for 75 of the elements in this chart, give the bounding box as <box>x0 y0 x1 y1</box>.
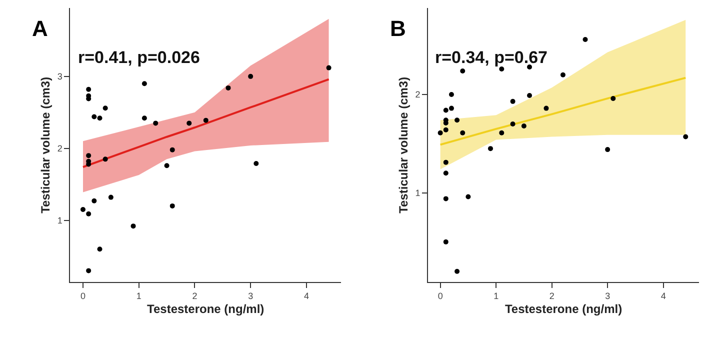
point <box>610 96 616 101</box>
x-tick-label: 0 <box>80 291 86 301</box>
x-tick-label: 1 <box>136 291 142 301</box>
point <box>142 116 147 121</box>
point <box>164 163 170 168</box>
chart-title: B <box>390 16 406 41</box>
point <box>92 114 97 120</box>
point <box>443 108 448 113</box>
x-axis-title: Testesterone (ng/ml) <box>504 302 622 316</box>
point <box>582 37 588 42</box>
x-tick-label: 3 <box>605 291 610 301</box>
point <box>454 118 460 123</box>
point <box>544 106 549 111</box>
point <box>86 86 92 92</box>
line-series <box>439 76 687 146</box>
annotation: r=0.34, p=0.67 <box>435 48 548 67</box>
point <box>108 194 114 200</box>
y-tick-label: 3 <box>57 72 62 82</box>
point <box>102 156 108 162</box>
x-axis-title: Testesterone (ng/ml) <box>147 302 264 316</box>
y-tick-label: 2 <box>57 144 62 154</box>
point <box>460 130 466 136</box>
point <box>499 66 504 72</box>
x-tick-label: 2 <box>549 291 554 301</box>
point <box>97 116 102 121</box>
point <box>186 120 192 126</box>
point <box>443 127 448 132</box>
point <box>80 207 86 212</box>
point <box>527 93 532 98</box>
point <box>443 160 448 165</box>
x-tick-label: 0 <box>438 291 443 301</box>
point <box>448 92 454 98</box>
annotation: r=0.41, p=0.026 <box>78 48 200 67</box>
point <box>326 65 332 70</box>
point <box>203 118 208 123</box>
point <box>454 268 460 274</box>
point <box>510 98 516 104</box>
y-tick-label: 1 <box>57 215 62 226</box>
point <box>448 106 454 111</box>
point <box>443 239 448 244</box>
point <box>460 68 466 74</box>
point <box>102 106 108 111</box>
point <box>86 153 92 158</box>
point <box>560 72 566 78</box>
point <box>86 211 92 216</box>
point <box>466 194 471 200</box>
point <box>142 81 147 86</box>
x-tick-label: 3 <box>248 291 254 301</box>
x-tick-label: 4 <box>304 291 309 301</box>
point <box>510 122 516 127</box>
point <box>226 85 231 90</box>
y-axis-title: Testicular volume (cm3) <box>38 76 53 214</box>
y-axis-title: Testicular volume (cm3) <box>396 76 411 214</box>
point <box>153 120 158 126</box>
point <box>438 130 443 136</box>
point <box>130 224 136 229</box>
point <box>170 203 175 208</box>
point <box>605 147 610 152</box>
point <box>683 134 688 140</box>
chart-title: A <box>32 16 48 41</box>
point <box>248 74 254 79</box>
point <box>254 160 259 166</box>
line-series <box>82 78 330 168</box>
point <box>86 268 92 274</box>
point <box>488 146 493 152</box>
point <box>443 170 448 176</box>
point <box>92 198 97 204</box>
point <box>443 196 448 202</box>
x-tick-label: 2 <box>192 291 198 301</box>
point <box>170 147 175 152</box>
x-tick-label: 4 <box>660 291 666 301</box>
point <box>521 123 526 128</box>
point <box>499 130 504 136</box>
x-tick-label: 1 <box>494 291 499 301</box>
point <box>97 246 102 252</box>
